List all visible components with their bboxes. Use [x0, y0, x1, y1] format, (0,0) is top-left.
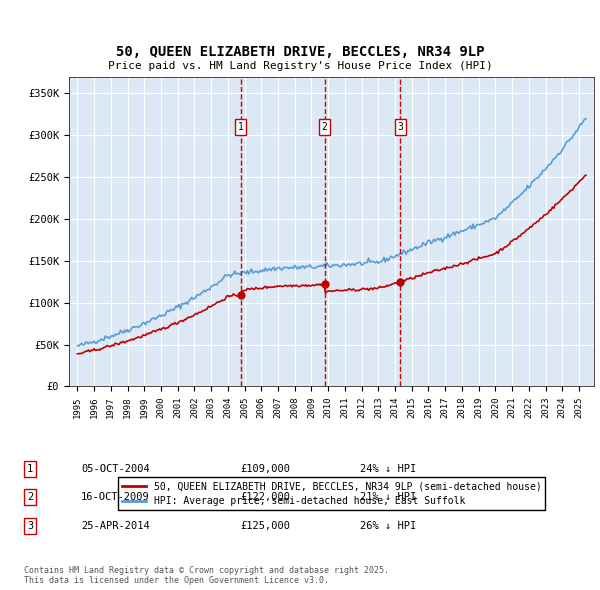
- Text: 16-OCT-2009: 16-OCT-2009: [81, 493, 150, 502]
- Text: 1: 1: [27, 464, 33, 474]
- Text: Contains HM Land Registry data © Crown copyright and database right 2025.
This d: Contains HM Land Registry data © Crown c…: [24, 566, 389, 585]
- Text: £125,000: £125,000: [240, 521, 290, 530]
- Text: 24% ↓ HPI: 24% ↓ HPI: [360, 464, 416, 474]
- Text: 26% ↓ HPI: 26% ↓ HPI: [360, 521, 416, 530]
- Text: 3: 3: [397, 122, 403, 132]
- Text: 2: 2: [322, 122, 328, 132]
- Text: £109,000: £109,000: [240, 464, 290, 474]
- Text: £122,000: £122,000: [240, 493, 290, 502]
- Text: 3: 3: [27, 521, 33, 530]
- Text: 25-APR-2014: 25-APR-2014: [81, 521, 150, 530]
- Text: 2: 2: [27, 493, 33, 502]
- Text: 1: 1: [238, 122, 244, 132]
- Text: 05-OCT-2004: 05-OCT-2004: [81, 464, 150, 474]
- Text: 50, QUEEN ELIZABETH DRIVE, BECCLES, NR34 9LP: 50, QUEEN ELIZABETH DRIVE, BECCLES, NR34…: [116, 45, 484, 59]
- Text: 21% ↓ HPI: 21% ↓ HPI: [360, 493, 416, 502]
- Text: Price paid vs. HM Land Registry's House Price Index (HPI): Price paid vs. HM Land Registry's House …: [107, 61, 493, 71]
- Legend: 50, QUEEN ELIZABETH DRIVE, BECCLES, NR34 9LP (semi-detached house), HPI: Average: 50, QUEEN ELIZABETH DRIVE, BECCLES, NR34…: [118, 477, 545, 510]
